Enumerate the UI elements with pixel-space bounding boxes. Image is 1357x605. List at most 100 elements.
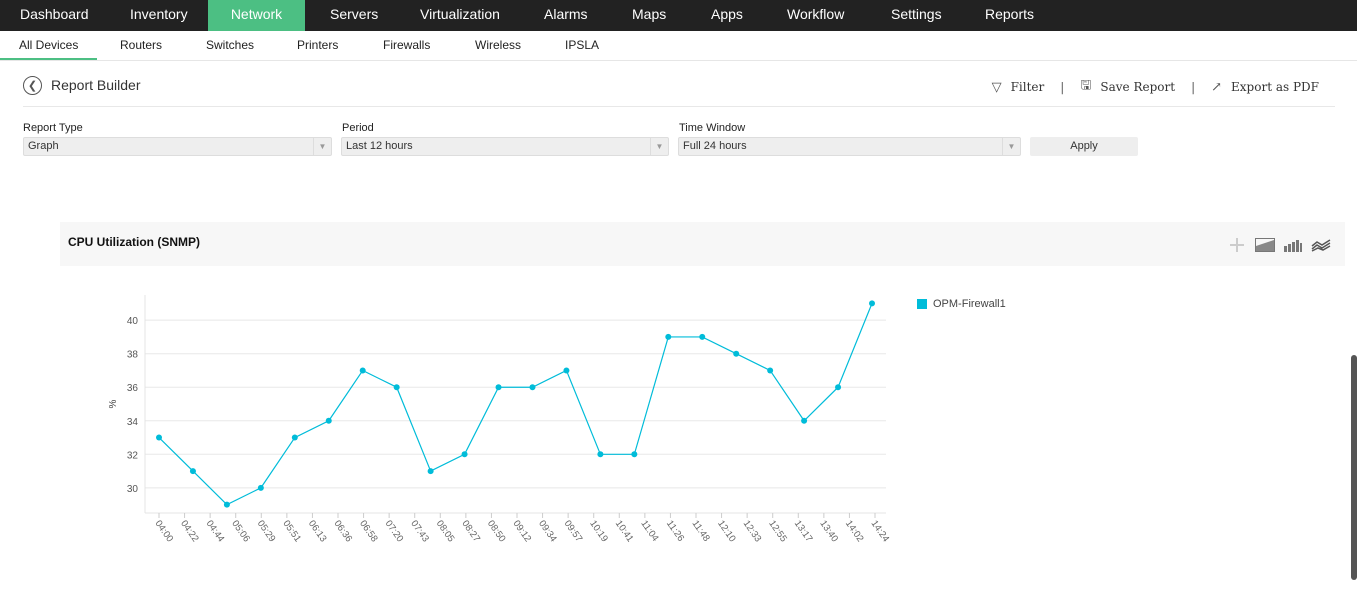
report-type-select[interactable]: Graph ▼ (23, 137, 332, 156)
tab-printers[interactable]: Printers (297, 38, 339, 52)
tab-ipsla[interactable]: IPSLA (565, 38, 600, 52)
x-tick-label: 08:50 (485, 518, 508, 544)
x-tick-label: 10:41 (613, 518, 636, 544)
chart-header: CPU Utilization (SNMP) (60, 222, 1345, 266)
period-select[interactable]: Last 12 hours ▼ (341, 137, 669, 156)
x-tick-label: 12:33 (741, 518, 764, 544)
data-point (631, 451, 638, 458)
data-point (495, 384, 502, 391)
bar-chart-icon[interactable] (1284, 238, 1302, 252)
top-nav: Dashboard Inventory Network Servers Virt… (0, 0, 1357, 31)
nav-virtualization[interactable]: Virtualization (420, 6, 500, 22)
data-point (665, 333, 672, 340)
tab-wireless[interactable]: Wireless (475, 38, 522, 52)
caret-down-icon: ▼ (1002, 138, 1020, 155)
divider: | (1191, 80, 1196, 94)
time-window-value: Full 24 hours (683, 140, 747, 152)
sub-nav: All Devices Routers Switches Printers Fi… (0, 31, 1357, 61)
nav-maps[interactable]: Maps (632, 6, 667, 22)
data-point (597, 451, 604, 458)
nav-settings[interactable]: Settings (891, 6, 942, 22)
period-label: Period (342, 122, 374, 134)
time-window-label: Time Window (679, 122, 746, 134)
legend-label[interactable]: OPM-Firewall1 (933, 298, 1006, 310)
data-point (393, 384, 400, 391)
y-axis-label: % (108, 399, 119, 408)
caret-down-icon: ▼ (313, 138, 331, 155)
nav-servers[interactable]: Servers (330, 6, 379, 22)
x-tick-label: 13:40 (817, 518, 840, 544)
x-tick-label: 05:06 (229, 518, 252, 544)
nav-network[interactable]: Network (208, 0, 305, 31)
tab-switches[interactable]: Switches (206, 38, 255, 52)
x-tick-label: 09:57 (562, 518, 585, 544)
export-pdf-button[interactable]: Export as PDF (1231, 80, 1319, 94)
x-tick-label: 14:02 (843, 518, 866, 544)
legend-swatch (917, 299, 927, 309)
chevron-left-icon: ❮ (27, 79, 38, 92)
data-point (291, 434, 298, 441)
area-chart-icon[interactable] (1255, 238, 1275, 252)
page-title: Report Builder (51, 77, 141, 93)
legend: OPM-Firewall1 (917, 298, 1006, 310)
filter-button[interactable]: Filter (1010, 80, 1045, 94)
x-tick-label: 07:43 (408, 518, 431, 544)
x-tick-label: 13:17 (792, 518, 815, 544)
time-window-select[interactable]: Full 24 hours ▼ (678, 137, 1021, 156)
data-point (563, 367, 570, 374)
period-value: Last 12 hours (346, 140, 413, 152)
x-tick-label: 08:05 (434, 518, 457, 544)
series-line (158, 303, 873, 506)
data-point (801, 417, 808, 424)
x-tick-label: 12:10 (715, 518, 738, 544)
x-tick-label: 06:36 (332, 518, 355, 544)
nav-apps[interactable]: Apps (711, 6, 743, 22)
nav-dashboard[interactable]: Dashboard (20, 6, 89, 22)
x-tick-label: 06:58 (357, 518, 380, 544)
y-tick-label: 40 (127, 316, 139, 327)
nav-alarms[interactable]: Alarms (544, 6, 588, 22)
scrollbar[interactable] (1351, 355, 1357, 580)
x-tick-label: 12:55 (766, 518, 789, 544)
add-icon[interactable] (1228, 236, 1246, 254)
data-point (869, 300, 875, 307)
x-tick-label: 07:20 (383, 518, 406, 544)
x-tick-label: 06:13 (306, 518, 329, 544)
divider: | (1060, 80, 1065, 94)
tab-firewalls[interactable]: Firewalls (383, 38, 431, 52)
apply-button[interactable]: Apply (1030, 137, 1138, 156)
x-tick-label: 04:22 (178, 518, 201, 544)
x-tick-label: 10:19 (587, 518, 610, 544)
nav-workflow[interactable]: Workflow (787, 6, 845, 22)
x-tick-label: 11:04 (638, 518, 660, 543)
data-point (427, 468, 434, 475)
x-tick-label: 14:24 (869, 518, 892, 544)
report-type-label: Report Type (23, 122, 83, 134)
y-tick-label: 32 (127, 450, 139, 461)
divider (23, 106, 1335, 107)
caret-down-icon: ▼ (650, 138, 668, 155)
data-point (223, 501, 230, 508)
line-chart-icon[interactable] (1311, 238, 1331, 252)
x-tick-label: 05:29 (255, 518, 278, 544)
nav-inventory[interactable]: Inventory (130, 6, 188, 22)
tab-all-devices[interactable]: All Devices (0, 31, 98, 60)
data-point (189, 468, 196, 475)
x-tick-label: 09:12 (511, 518, 534, 544)
data-point (529, 384, 536, 391)
tab-routers[interactable]: Routers (120, 38, 163, 52)
data-point (461, 451, 468, 458)
page-header: ❮ Report Builder (23, 74, 141, 96)
save-report-button[interactable]: Save Report (1100, 80, 1176, 94)
data-point (733, 350, 740, 357)
back-button[interactable]: ❮ (23, 75, 42, 95)
nav-reports[interactable]: Reports (985, 6, 1035, 22)
data-point (767, 367, 774, 374)
y-tick-label: 36 (127, 383, 139, 394)
data-point (835, 384, 842, 391)
chart-title: CPU Utilization (SNMP) (68, 235, 200, 249)
header-actions: ▽ Filter | 🖫 Save Report | ↗ Export as P… (992, 76, 1319, 98)
data-point (325, 417, 332, 424)
x-tick-label: 11:48 (690, 518, 712, 543)
data-point (257, 484, 264, 491)
